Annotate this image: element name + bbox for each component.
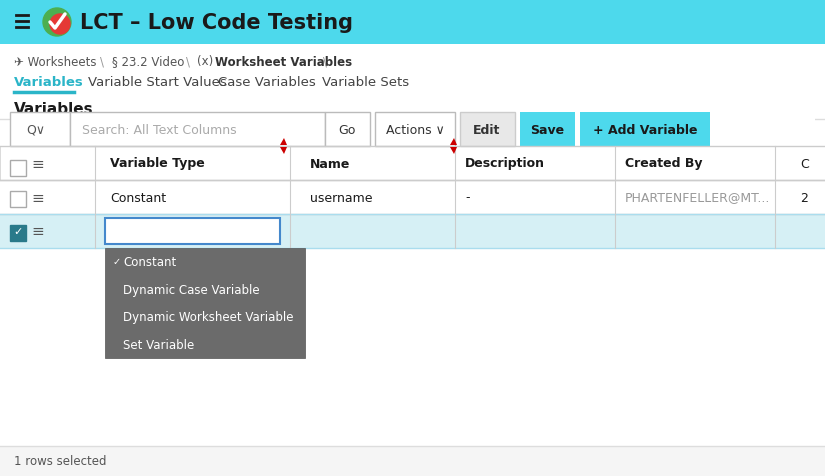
Bar <box>0 180 825 215</box>
Text: Variables: Variables <box>14 76 84 89</box>
Bar <box>520 113 575 147</box>
Text: username: username <box>310 191 373 204</box>
Text: ≡: ≡ <box>31 190 45 205</box>
Bar <box>10 113 70 147</box>
Bar <box>10 113 815 147</box>
Bar <box>105 248 305 358</box>
Bar <box>10 161 26 177</box>
Text: Variables: Variables <box>14 101 93 116</box>
Text: Name: Name <box>310 157 351 170</box>
Text: § 23.2 Video: § 23.2 Video <box>112 55 184 69</box>
Text: 1 rows selected: 1 rows selected <box>14 455 106 467</box>
Bar <box>375 113 455 147</box>
Polygon shape <box>450 139 457 146</box>
Text: Edit: Edit <box>474 123 501 136</box>
Polygon shape <box>450 148 457 155</box>
Text: \: \ <box>186 55 190 69</box>
Polygon shape <box>280 139 287 146</box>
Text: Go: Go <box>338 123 356 136</box>
Bar <box>0 0 825 45</box>
Bar <box>0 215 825 248</box>
Text: Description: Description <box>465 157 545 170</box>
Text: Variable Sets: Variable Sets <box>322 76 409 89</box>
Text: Dynamic Worksheet Variable: Dynamic Worksheet Variable <box>123 311 294 324</box>
Text: ≡: ≡ <box>31 156 45 171</box>
Text: -: - <box>465 191 469 204</box>
Text: PHARTENFELLER@MT...: PHARTENFELLER@MT... <box>625 191 771 204</box>
Bar <box>325 113 370 147</box>
Text: Q∨: Q∨ <box>26 123 45 136</box>
Text: ✓: ✓ <box>13 227 23 237</box>
Text: Worksheet Variables: Worksheet Variables <box>215 55 352 69</box>
Text: Set Variable: Set Variable <box>123 338 194 351</box>
Text: \: \ <box>323 55 327 69</box>
Bar <box>460 113 515 147</box>
Circle shape <box>43 9 71 37</box>
Text: 2: 2 <box>800 191 808 204</box>
Text: Search: All Text Columns: Search: All Text Columns <box>82 123 237 136</box>
Text: + Add Variable: + Add Variable <box>592 123 697 136</box>
Text: Created By: Created By <box>625 157 703 170</box>
Text: Constant: Constant <box>110 191 166 204</box>
Bar <box>10 192 26 208</box>
Text: Variable Type: Variable Type <box>110 157 205 170</box>
Text: ✈ Worksheets: ✈ Worksheets <box>14 55 97 69</box>
Text: ✓: ✓ <box>113 257 121 267</box>
Bar <box>0 147 825 180</box>
Bar <box>580 113 710 147</box>
Text: (x): (x) <box>197 55 213 69</box>
Text: LCT – Low Code Testing: LCT – Low Code Testing <box>80 13 353 33</box>
Polygon shape <box>280 148 287 155</box>
Circle shape <box>50 15 70 35</box>
Bar <box>70 113 325 147</box>
Text: Case Variables: Case Variables <box>218 76 316 89</box>
Bar <box>0 446 825 476</box>
Text: Save: Save <box>530 123 564 136</box>
Text: Dynamic Case Variable: Dynamic Case Variable <box>123 283 260 296</box>
Text: Constant: Constant <box>123 256 177 268</box>
Text: \: \ <box>100 55 104 69</box>
Bar <box>105 218 280 245</box>
Text: C: C <box>800 157 808 170</box>
Text: ≡: ≡ <box>31 224 45 239</box>
Bar <box>10 226 26 241</box>
Text: Actions ∨: Actions ∨ <box>385 123 445 136</box>
Text: Variable Start Values: Variable Start Values <box>88 76 227 89</box>
